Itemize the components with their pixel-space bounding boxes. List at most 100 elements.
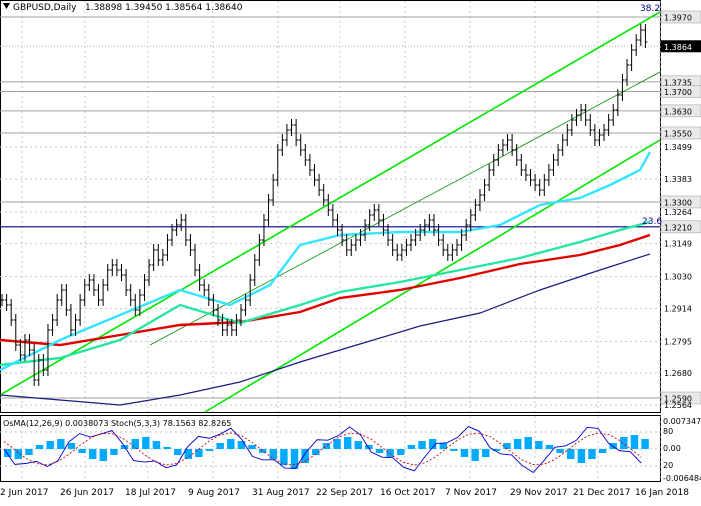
moving-averages	[0, 151, 652, 406]
osma-bar	[471, 449, 479, 461]
price-bars	[0, 24, 648, 386]
osma-bar	[577, 449, 586, 463]
osma-bar	[110, 449, 118, 455]
osma-bar	[620, 437, 628, 449]
level-tag	[660, 220, 701, 234]
osma-bar	[25, 449, 33, 455]
level-tag-label: 1.3630	[664, 107, 692, 116]
ema-fast-line	[0, 151, 652, 372]
level-tag-label: 1.3210	[664, 223, 692, 232]
time-label: 9 Aug 2017	[188, 488, 240, 498]
osma-bar	[131, 439, 139, 449]
osma-bar	[152, 441, 161, 449]
osma-bar	[492, 449, 501, 451]
channel-upper-line	[0, 11, 661, 396]
current-price-label: 1.3864	[664, 43, 692, 52]
osma-bar	[418, 441, 426, 449]
osma-bar	[237, 441, 246, 449]
time-label: 16 Jan 2018	[635, 488, 689, 498]
osma-bar	[439, 443, 447, 449]
osma-bar	[78, 449, 86, 453]
level-tag	[660, 126, 701, 140]
level-tag	[660, 10, 701, 24]
osma-bar	[227, 439, 235, 449]
time-label: 2 Jun 2017	[0, 488, 48, 498]
price-tick-label: 1.3264	[664, 208, 692, 217]
osma-bar	[450, 449, 458, 451]
stoch-main-line	[3, 426, 642, 474]
osma-bar	[354, 441, 362, 449]
osma-bar	[343, 437, 352, 449]
level-tag	[660, 104, 701, 118]
level-tag-label: 1.3550	[664, 129, 692, 138]
oscillator-label: OsMA(12,26,9) 0.0038073 Stoch(5,3,3) 78.…	[3, 419, 231, 428]
osma-bar	[524, 437, 532, 449]
osma-bar	[588, 449, 596, 459]
ohlc-values: 1.38898 1.39450 1.38564 1.38640	[85, 3, 243, 13]
time-label: 22 Sep 2017	[316, 488, 373, 498]
time-label: 26 Jun 2017	[60, 488, 114, 498]
osma-bar	[195, 449, 203, 457]
osma-bar	[57, 439, 65, 449]
osma-bar	[290, 449, 299, 469]
osma-bar	[598, 449, 607, 453]
osma-bar	[386, 449, 394, 457]
level-tag-label: 1.3970	[664, 14, 692, 23]
time-label: 21 Dec 2017	[573, 488, 631, 498]
osma-bar	[322, 443, 331, 449]
time-label: 7 Nov 2017	[445, 488, 497, 498]
price-tick-label: 1.2564	[664, 401, 692, 410]
osc-axis-label: 0.00	[663, 444, 681, 453]
price-tick-label: 1.2914	[664, 305, 692, 314]
osma-bar	[216, 443, 224, 449]
chart-header: GBPUSD,Daily 1.38898 1.39450 1.38564 1.3…	[3, 3, 243, 13]
osma-bar	[365, 445, 373, 449]
osma-bar	[630, 435, 639, 449]
osma-bar	[269, 449, 278, 459]
level-tag	[660, 391, 701, 405]
osma-bar	[205, 449, 214, 451]
level-tag-label: 1.3300	[664, 198, 692, 207]
time-label: 18 Jul 2017	[125, 488, 176, 498]
level-tag-label: 1.3700	[664, 88, 692, 97]
osma-bar	[312, 449, 320, 455]
osma-bar	[46, 441, 54, 449]
price-tick-label: 1.2680	[664, 369, 692, 378]
osma-bar	[258, 449, 267, 453]
osc-axis-label: -0.006484	[663, 474, 701, 483]
osma-bar	[173, 449, 182, 455]
level-tag-label: 1.3735	[664, 78, 692, 87]
osma-bar	[513, 439, 522, 449]
osma-bar	[482, 449, 490, 457]
time-label: 31 Aug 2017	[252, 488, 310, 498]
ema-red-line	[0, 233, 651, 347]
osma-bar	[67, 443, 76, 449]
osma-bar	[163, 447, 171, 449]
osma-bar	[407, 445, 416, 449]
price-tick-label: 1.3499	[664, 143, 692, 152]
price-tick-label: 1.3030	[664, 273, 692, 282]
level-tag	[660, 195, 701, 209]
level-tag	[660, 85, 701, 98]
osma-bar	[35, 445, 44, 449]
price-tick-label: 1.3383	[664, 175, 692, 184]
sell-arrow-icon	[3, 3, 10, 9]
horizontal-levels	[0, 16, 660, 399]
osma-bar	[301, 449, 309, 463]
fib-label-top: 38.2	[640, 4, 660, 14]
osma-bar	[397, 449, 405, 455]
osma-bar	[99, 449, 108, 461]
time-label: 29 Nov 2017	[510, 488, 568, 498]
osc-axis-label: 0.007347	[663, 417, 701, 426]
fib-label-mid: 23.6	[642, 217, 662, 227]
time-axis: 2 Jun 2017 26 Jun 2017 18 Jul 2017 9 Aug 20…	[0, 488, 689, 498]
osc-axis-label: 20	[663, 461, 673, 470]
ema-slow-line	[0, 253, 651, 406]
price-tick-label: 1.3149	[664, 240, 692, 249]
osma-bar	[142, 437, 150, 449]
symbol-label: GBPUSD,Daily	[13, 3, 77, 13]
osma-bar	[641, 439, 649, 449]
